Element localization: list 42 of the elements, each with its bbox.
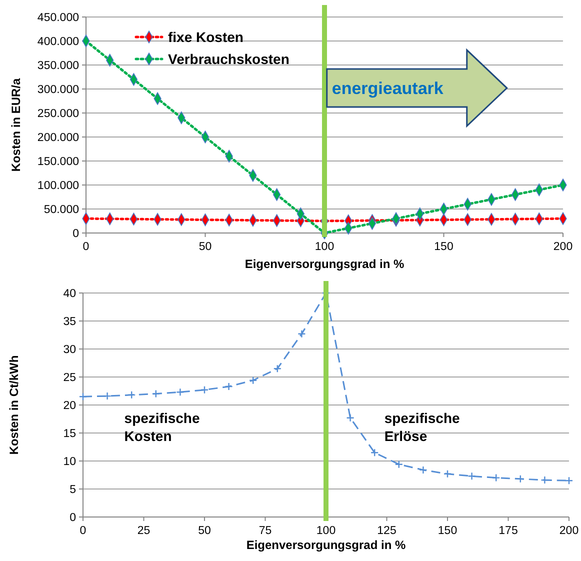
x-tick-label: 0: [80, 525, 86, 537]
x-tick-label: 200: [553, 241, 573, 253]
x-tick-label: 150: [434, 241, 454, 253]
y-tick-label: 15: [63, 428, 76, 440]
y-tick-label: 5: [70, 484, 76, 496]
y-tick-label: 250.000: [37, 108, 79, 120]
y-tick-label: 200.000: [37, 132, 79, 144]
x-tick-label: 50: [198, 525, 211, 537]
annotation: energieautark: [332, 79, 444, 98]
x-tick-label: 0: [82, 241, 90, 253]
x-tick-label: 75: [258, 525, 272, 537]
y-tick-label: 150.000: [37, 156, 79, 168]
y-tick-label: 30: [63, 344, 76, 356]
y-tick-label: 25: [63, 372, 76, 384]
y-tick-label: 40: [63, 288, 76, 300]
y-tick-label: 450.000: [37, 12, 79, 24]
y-axis-title: Kosten in Ct/kWh: [7, 355, 21, 455]
y-tick-label: 400.000: [37, 36, 79, 48]
y-tick-label: 35: [63, 316, 76, 328]
x-tick-label: 175: [498, 525, 518, 537]
x-tick-label: 50: [198, 241, 212, 253]
y-tick-label: 10: [63, 456, 76, 468]
annotation: spezifische Kosten: [124, 410, 200, 444]
y-axis-title: Kosten in EUR/a: [9, 78, 23, 172]
x-tick-label: 200: [559, 525, 579, 537]
annotation: spezifische Erlöse: [384, 410, 460, 444]
y-tick-label: 50.000: [44, 204, 79, 216]
x-tick-label: 25: [137, 525, 150, 537]
x-tick-label: 125: [377, 525, 396, 537]
y-tick-label: 100.000: [37, 180, 79, 192]
x-tick-label: 100: [316, 525, 336, 537]
x-tick-label: 150: [438, 525, 458, 537]
legend-label: fixe Kosten: [168, 29, 244, 45]
y-tick-label: 0: [70, 512, 76, 524]
legend-label: Verbrauchskosten: [168, 51, 290, 67]
y-tick-label: 0: [72, 228, 79, 240]
x-axis-title: Eigenversorgungsgrad in %: [246, 538, 406, 552]
x-axis-title: Eigenversorgungsgrad in %: [244, 257, 405, 271]
y-tick-label: 300.000: [37, 84, 79, 96]
y-tick-label: 350.000: [37, 60, 79, 72]
x-tick-label: 100: [314, 241, 334, 253]
y-tick-label: 20: [63, 400, 76, 412]
